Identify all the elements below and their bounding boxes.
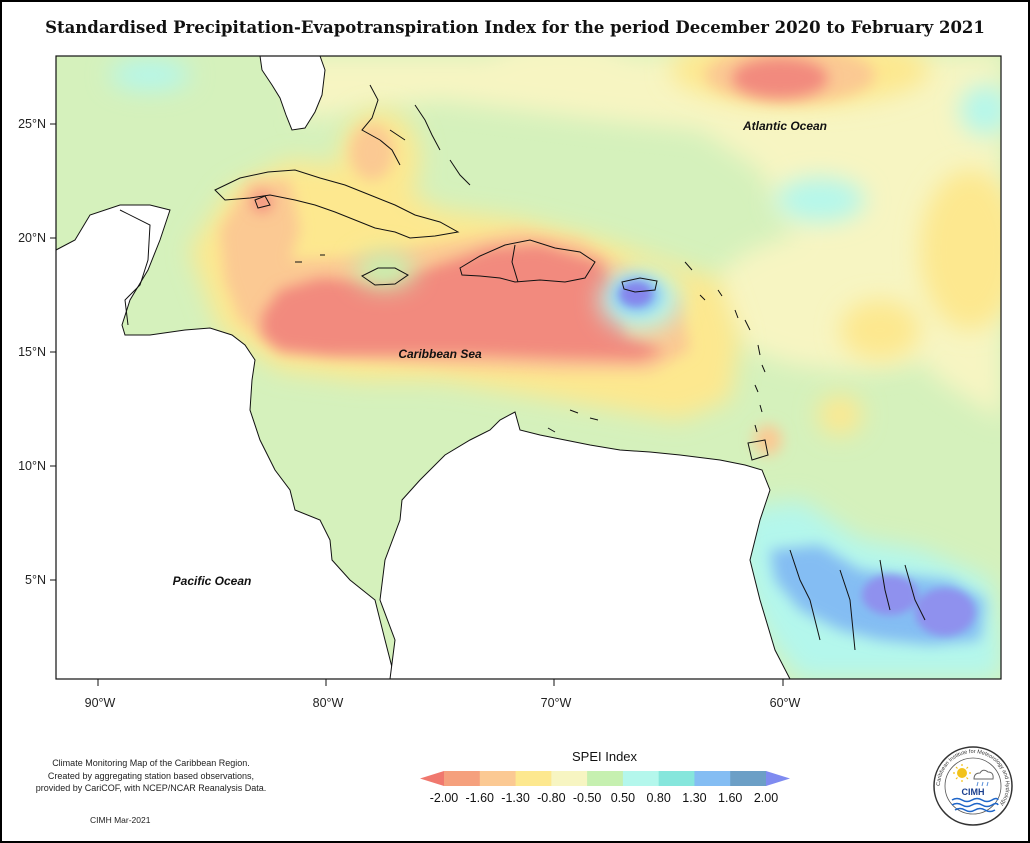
islands bbox=[119, 84, 926, 651]
lat-ticks bbox=[50, 123, 56, 581]
trinidad bbox=[747, 439, 769, 461]
spei-field bbox=[56, 56, 1001, 679]
credits-line-2: Created by aggregating station based obs… bbox=[47, 770, 255, 781]
atlantic-ocean-label: Atlantic Ocean bbox=[742, 119, 827, 133]
legend-swatch-9 bbox=[730, 771, 767, 786]
legend-value-6: 0.80 bbox=[646, 791, 670, 805]
legend-swatch-7 bbox=[658, 771, 695, 786]
south-america bbox=[379, 411, 791, 679]
cimh-logo: Caribbean Institute for Meteorology and … bbox=[933, 746, 1013, 826]
atlantic-dry-field bbox=[300, 56, 1001, 420]
legend-swatch-5 bbox=[587, 771, 624, 786]
bahamas bbox=[361, 84, 471, 186]
credits-date: CIMH Mar-2021 bbox=[90, 815, 151, 825]
wettest-core bbox=[620, 282, 975, 636]
lon-label-70w: 70°W bbox=[541, 696, 572, 710]
lat-label-5n: 5°N bbox=[25, 573, 46, 587]
lon-ticks bbox=[97, 679, 784, 686]
legend-swatch-2 bbox=[479, 771, 517, 786]
legend-swatch-10 bbox=[766, 771, 790, 786]
legend-swatch-8 bbox=[694, 771, 731, 786]
yucatan-coast bbox=[119, 209, 151, 326]
credits-line-3: provided by CariCOF, with NCEP/NCAR Rean… bbox=[35, 783, 267, 793]
caribbean-sea-label: Caribbean Sea bbox=[398, 347, 482, 361]
credits-line-1: Climate Monitoring Map of the Caribbean … bbox=[52, 758, 250, 768]
lat-label-15n: 15°N bbox=[18, 345, 46, 359]
map-title: Standardised Precipitation-Evapotranspir… bbox=[45, 18, 985, 37]
legend-value-3: -0.80 bbox=[537, 791, 566, 805]
legend-value-5: 0.50 bbox=[611, 791, 635, 805]
legend-value-1: -1.60 bbox=[466, 791, 495, 805]
legend-swatch-1 bbox=[444, 771, 481, 786]
pacific-ocean-label: Pacific Ocean bbox=[173, 574, 252, 588]
legend-title: SPEI Index bbox=[572, 749, 638, 764]
cuba bbox=[214, 169, 460, 239]
land-masses bbox=[56, 56, 791, 679]
isla-de-la-juventud bbox=[254, 195, 271, 209]
legend-value-9: 2.00 bbox=[754, 791, 778, 805]
legend-value-2: -1.30 bbox=[501, 791, 530, 805]
legend-value-7: 1.30 bbox=[682, 791, 706, 805]
lesser-antilles bbox=[684, 261, 766, 433]
waves-icon bbox=[951, 797, 999, 813]
map-border bbox=[55, 55, 1002, 680]
cloud-icon bbox=[973, 769, 994, 787]
logo-text: CIMH bbox=[962, 787, 985, 797]
lon-label-90w: 90°W bbox=[85, 696, 116, 710]
lon-label-80w: 80°W bbox=[313, 696, 344, 710]
lat-label-20n: 20°N bbox=[18, 231, 46, 245]
legend-swatch-4 bbox=[551, 771, 588, 786]
legend-swatch-6 bbox=[622, 771, 660, 786]
abc-islands bbox=[547, 409, 599, 433]
sun-icon bbox=[953, 764, 971, 782]
puerto-rico bbox=[621, 277, 658, 293]
jamaica bbox=[361, 267, 409, 286]
legend-value-8: 1.60 bbox=[718, 791, 742, 805]
guiana-borders bbox=[789, 549, 926, 651]
mexico-central-america bbox=[56, 204, 396, 679]
legend-colorbar bbox=[420, 771, 790, 786]
lon-label-60w: 60°W bbox=[770, 696, 801, 710]
hispaniola-border bbox=[511, 244, 519, 283]
cayman-islands bbox=[295, 254, 325, 263]
lat-label-25n: 25°N bbox=[18, 117, 46, 131]
lat-label-10n: 10°N bbox=[18, 459, 46, 473]
hispaniola bbox=[459, 239, 596, 283]
legend-labels: -2.00 -1.60 -1.30 -0.80 -0.50 0.50 0.80 1.30 1.6… bbox=[430, 791, 778, 805]
legend-value-0: -2.00 bbox=[430, 791, 459, 805]
legend-swatch-0 bbox=[420, 771, 444, 786]
credits: Climate Monitoring Map of the Caribbean … bbox=[20, 757, 282, 795]
legend-value-4: -0.50 bbox=[573, 791, 602, 805]
legend-swatch-3 bbox=[515, 771, 552, 786]
florida bbox=[259, 56, 326, 131]
